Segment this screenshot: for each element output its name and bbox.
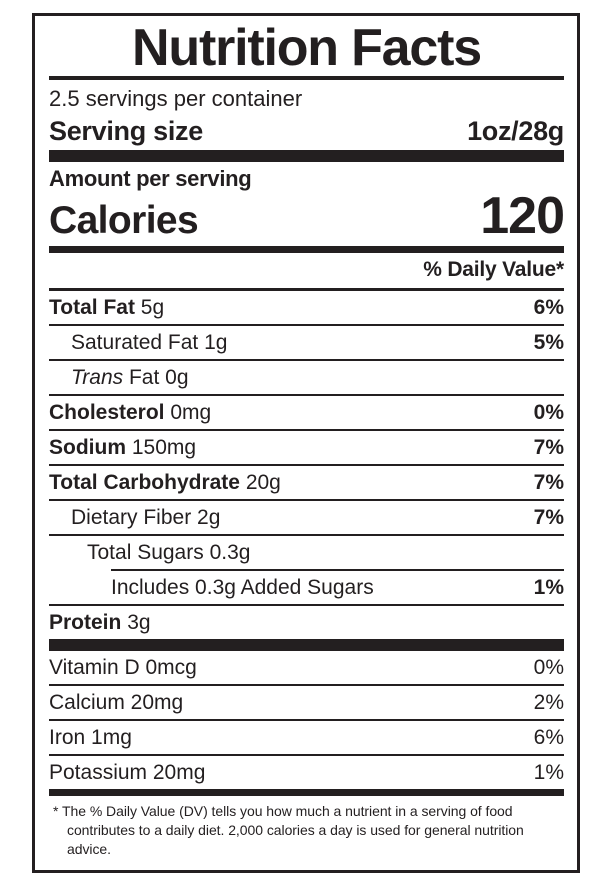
serving-size-label: Serving size: [49, 116, 203, 146]
vitamin-name: Vitamin D 0mcg: [49, 656, 197, 679]
nutrient-name: Dietary Fiber 2g: [71, 504, 220, 531]
table-row: Dietary Fiber 2g 7%: [49, 501, 564, 534]
nutrient-name: Includes 0.3g Added Sugars: [111, 574, 374, 601]
nutrient-label: Cholesterol: [49, 401, 165, 424]
footnote-asterisk: *: [53, 803, 59, 819]
nutrient-name: Sodium 150mg: [49, 434, 196, 461]
nutrient-label: Trans: [71, 366, 124, 389]
nutrient-dv: 5%: [533, 331, 564, 354]
nutrient-dv: 0%: [533, 401, 564, 424]
row-divider: [49, 324, 564, 326]
nutrient-amount: 0.3g: [209, 541, 251, 564]
nutrient-label: Sodium: [49, 436, 126, 459]
table-row: Cholesterol 0mg 0%: [49, 396, 564, 429]
nutrient-label: Total Fat: [49, 296, 135, 319]
nutrient-dv: 6%: [533, 296, 564, 319]
daily-value-footnote: * The % Daily Value (DV) tells you how m…: [49, 796, 564, 859]
table-row: Calcium 20mg 2%: [49, 686, 564, 719]
vitamin-dv: 1%: [533, 761, 564, 784]
nutrient-dv: 7%: [533, 506, 564, 529]
table-row: Vitamin D 0mcg 0%: [49, 651, 564, 684]
nutrient-amount: 3g: [127, 611, 151, 634]
serving-size-value: 1oz/28g: [467, 116, 564, 146]
row-divider: [49, 464, 564, 466]
table-row: Protein 3g: [49, 606, 564, 639]
row-divider: [49, 499, 564, 501]
nutrient-name: Protein 3g: [49, 609, 151, 636]
servings-per-container: 2.5 servings per container: [49, 86, 303, 111]
row-divider: [49, 359, 564, 361]
vitamin-name: Calcium 20mg: [49, 691, 184, 714]
table-row: Total Fat 5g 6%: [49, 291, 564, 324]
nutrient-amount: 2g: [197, 506, 221, 529]
nutrient-name: Trans Fat 0g: [71, 364, 189, 391]
table-row: Iron 1mg 6%: [49, 721, 564, 754]
nutrient-amount: 5g: [140, 296, 165, 319]
table-row: Total Sugars 0.3g: [49, 536, 564, 569]
vitamin-name: Potassium 20mg: [49, 761, 206, 784]
amount-per-serving-label: Amount per serving: [49, 166, 252, 191]
table-row: Trans Fat 0g: [49, 361, 564, 394]
calories-value: 120: [480, 187, 565, 245]
row-divider-indented: [111, 569, 564, 571]
nutrient-name: Total Sugars 0.3g: [87, 539, 250, 566]
row-divider: [49, 754, 564, 756]
table-row: Sodium 150mg 7%: [49, 431, 564, 464]
row-divider: [49, 394, 564, 396]
medium-divider-before-footnote: [49, 789, 564, 796]
title-divider: [49, 76, 564, 80]
nutrient-label: Dietary Fiber: [71, 506, 192, 529]
row-divider: [49, 604, 564, 606]
nutrient-amount: 150mg: [131, 436, 197, 459]
calories-label: Calories: [49, 199, 199, 242]
row-divider: [49, 534, 564, 536]
nutrient-label: Includes 0.3g Added Sugars: [111, 576, 374, 599]
nutrient-dv: 7%: [533, 436, 564, 459]
table-row: Potassium 20mg 1%: [49, 756, 564, 789]
footnote-text: The % Daily Value (DV) tells you how muc…: [62, 803, 524, 857]
nutrient-label: Saturated Fat: [71, 331, 199, 354]
nutrient-dv: 1%: [533, 576, 564, 599]
nutrient-name: Cholesterol 0mg: [49, 399, 211, 426]
nutrient-amount: 1g: [204, 331, 228, 354]
vitamin-dv: 0%: [533, 656, 564, 679]
table-row: Includes 0.3g Added Sugars 1%: [49, 571, 564, 604]
nutrient-amount: 20g: [245, 471, 281, 494]
nutrient-dv: 7%: [533, 471, 564, 494]
nutrition-facts-label: Nutrition Facts 2.5 servings per contain…: [32, 13, 580, 873]
vitamin-dv: 6%: [533, 726, 564, 749]
divider-before-nutrients: [49, 288, 564, 291]
nutrient-label: Total Carbohydrate: [49, 471, 240, 494]
vitamin-dv: 2%: [533, 691, 564, 714]
thick-divider-after-protein: [49, 639, 564, 651]
nutrient-amount: 0mg: [170, 401, 212, 424]
nutrient-label: Total Sugars: [87, 541, 204, 564]
row-divider: [49, 684, 564, 686]
nutrient-name: Saturated Fat 1g: [71, 329, 227, 356]
row-divider: [49, 719, 564, 721]
table-row: Saturated Fat 1g 5%: [49, 326, 564, 359]
nutrient-name: Total Fat 5g: [49, 294, 164, 321]
vitamin-name: Iron 1mg: [49, 726, 132, 749]
thick-divider-after-serving-size: [49, 150, 564, 162]
page-title: Nutrition Facts: [132, 19, 482, 77]
medium-divider-after-calories: [49, 246, 564, 253]
nutrient-amount: Fat 0g: [128, 366, 189, 389]
daily-value-header: % Daily Value*: [423, 258, 564, 281]
calories-row: Calories 120: [49, 187, 565, 246]
serving-size-row: Serving size 1oz/28g: [49, 114, 564, 150]
row-divider: [49, 429, 564, 431]
table-row: Total Carbohydrate 20g 7%: [49, 466, 564, 499]
nutrient-label: Protein: [49, 611, 122, 634]
nutrient-name: Total Carbohydrate 20g: [49, 469, 281, 496]
